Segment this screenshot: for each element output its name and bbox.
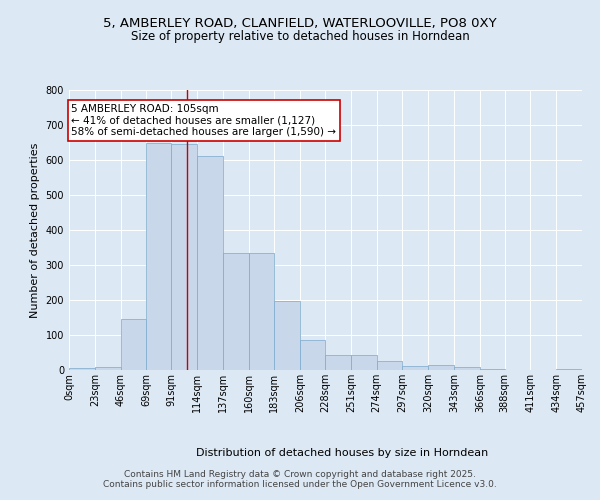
- Bar: [248, 252, 274, 370]
- Text: Contains HM Land Registry data © Crown copyright and database right 2025.
Contai: Contains HM Land Registry data © Crown c…: [103, 470, 497, 489]
- Bar: [454, 367, 480, 370]
- Bar: [325, 355, 351, 370]
- Bar: [480, 368, 505, 370]
- Bar: [377, 360, 403, 370]
- Y-axis label: Number of detached properties: Number of detached properties: [30, 142, 40, 318]
- Bar: [556, 369, 582, 370]
- Bar: [171, 144, 197, 370]
- Bar: [121, 320, 146, 370]
- Bar: [428, 365, 454, 370]
- Bar: [197, 156, 223, 370]
- Bar: [300, 340, 325, 370]
- Bar: [274, 300, 300, 370]
- Bar: [223, 252, 248, 370]
- Bar: [95, 367, 121, 370]
- Bar: [403, 366, 428, 370]
- Bar: [351, 355, 377, 370]
- Text: Size of property relative to detached houses in Horndean: Size of property relative to detached ho…: [131, 30, 469, 43]
- Bar: [146, 143, 171, 370]
- Text: 5, AMBERLEY ROAD, CLANFIELD, WATERLOOVILLE, PO8 0XY: 5, AMBERLEY ROAD, CLANFIELD, WATERLOOVIL…: [103, 18, 497, 30]
- Text: Distribution of detached houses by size in Horndean: Distribution of detached houses by size …: [196, 448, 488, 458]
- Text: 5 AMBERLEY ROAD: 105sqm
← 41% of detached houses are smaller (1,127)
58% of semi: 5 AMBERLEY ROAD: 105sqm ← 41% of detache…: [71, 104, 336, 137]
- Bar: [69, 368, 95, 370]
